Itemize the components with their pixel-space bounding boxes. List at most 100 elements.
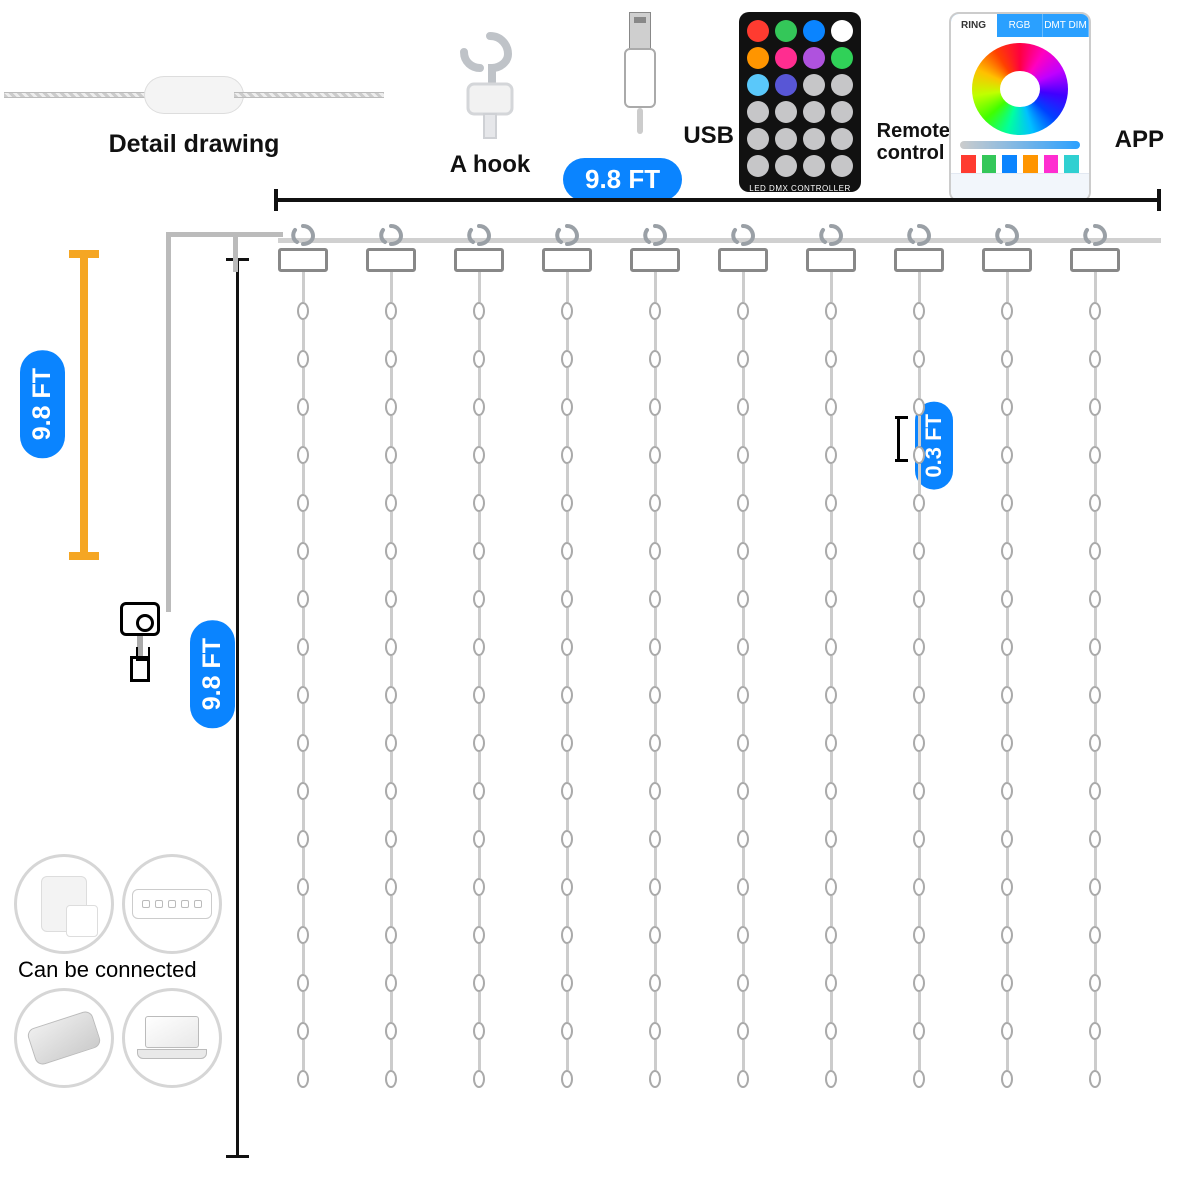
- led-bulb: [1089, 974, 1101, 992]
- curtain-light-diagram: [278, 222, 1161, 1165]
- led-bulb: [473, 638, 485, 656]
- led-bulb: [561, 350, 573, 368]
- led-bulb: [649, 734, 661, 752]
- remote-button: [803, 74, 825, 96]
- led-bulb: [473, 542, 485, 560]
- remote-button: [747, 101, 769, 123]
- led-bulb: [825, 686, 837, 704]
- remote-component: LED DMX CONTROLLER Remote control: [720, 12, 880, 192]
- led-bulb: [473, 926, 485, 944]
- led-bulb: [1089, 590, 1101, 608]
- led-bulb: [385, 830, 397, 848]
- rail-connector: [454, 248, 504, 272]
- led-bulb: [385, 878, 397, 896]
- led-bulb: [737, 446, 749, 464]
- led-bulb: [913, 686, 925, 704]
- remote-button: [747, 20, 769, 42]
- led-bulb: [737, 878, 749, 896]
- led-bulb: [825, 638, 837, 656]
- led-bulb: [825, 398, 837, 416]
- led-bulb: [561, 878, 573, 896]
- hook-component: A hook: [420, 30, 560, 179]
- led-bulb: [473, 350, 485, 368]
- led-bulb: [737, 734, 749, 752]
- remote-button-row: [747, 101, 853, 123]
- led-bulb: [825, 1022, 837, 1040]
- usb-cable-path: [118, 232, 228, 662]
- led-bulb: [1089, 398, 1101, 416]
- led-bulb: [385, 494, 397, 512]
- led-bulb: [913, 590, 925, 608]
- led-bulb: [649, 494, 661, 512]
- led-bulb: [385, 734, 397, 752]
- app-tab: RING: [951, 14, 997, 37]
- led-bulb: [561, 1022, 573, 1040]
- led-bulb: [473, 878, 485, 896]
- led-bulb: [385, 446, 397, 464]
- remote-button: [803, 20, 825, 42]
- color-wheel-icon: [972, 43, 1068, 135]
- led-bulb: [649, 350, 661, 368]
- remote-button: [803, 128, 825, 150]
- light-strand: [542, 222, 592, 1088]
- remote-button: [747, 155, 769, 177]
- led-bulb: [737, 590, 749, 608]
- led-bulb: [561, 446, 573, 464]
- led-bulb: [385, 782, 397, 800]
- led-bulb: [913, 926, 925, 944]
- led-bulb: [649, 782, 661, 800]
- led-bulb: [1001, 1022, 1013, 1040]
- laptop-icon: [122, 988, 222, 1088]
- led-bulb: [297, 350, 309, 368]
- light-strand: [806, 222, 856, 1088]
- led-bulb: [473, 494, 485, 512]
- led-bulb: [473, 686, 485, 704]
- led-bulb: [825, 1070, 837, 1088]
- light-strand: [1070, 222, 1120, 1088]
- brightness-slider-icon: [960, 141, 1080, 149]
- led-bulb: [825, 878, 837, 896]
- led-bulb: [297, 542, 309, 560]
- remote-button: [803, 101, 825, 123]
- led-bulb: [737, 782, 749, 800]
- led-bulb: [473, 1022, 485, 1040]
- light-strand: [366, 222, 416, 1088]
- strand-drop: [982, 272, 1032, 1088]
- led-bulb: [297, 494, 309, 512]
- led-bulb: [737, 974, 749, 992]
- led-bulb: [1089, 878, 1101, 896]
- led-bulb: [737, 926, 749, 944]
- strand-drop: [278, 272, 328, 1088]
- cable-splice-illustration: [4, 70, 384, 120]
- led-bulb: [297, 734, 309, 752]
- led-bulb: [825, 830, 837, 848]
- led-bulb: [297, 398, 309, 416]
- led-bulb: [825, 782, 837, 800]
- strand-drop: [1070, 272, 1120, 1088]
- led-bulb: [297, 1070, 309, 1088]
- led-bulb: [825, 734, 837, 752]
- led-bulb: [1089, 638, 1101, 656]
- led-bulb: [649, 878, 661, 896]
- led-bulb: [1089, 926, 1101, 944]
- led-bulb: [913, 1022, 925, 1040]
- usb-cable-measure-bar: [80, 250, 88, 560]
- led-bulb: [385, 590, 397, 608]
- led-bulb: [473, 398, 485, 416]
- led-bulb: [561, 734, 573, 752]
- color-swatch: [1064, 155, 1079, 173]
- remote-button: [775, 155, 797, 177]
- remote-button: [803, 155, 825, 177]
- led-bulb: [649, 542, 661, 560]
- led-bulb: [737, 302, 749, 320]
- remote-button: [831, 74, 853, 96]
- remote-button: [775, 20, 797, 42]
- led-bulb: [737, 638, 749, 656]
- detail-drawing: Detail drawing: [4, 70, 384, 159]
- led-bulb: [913, 878, 925, 896]
- strand-drop: [630, 272, 680, 1088]
- remote-button: [831, 20, 853, 42]
- led-bulb: [1089, 1022, 1101, 1040]
- remote-button: [747, 128, 769, 150]
- led-bulb: [913, 830, 925, 848]
